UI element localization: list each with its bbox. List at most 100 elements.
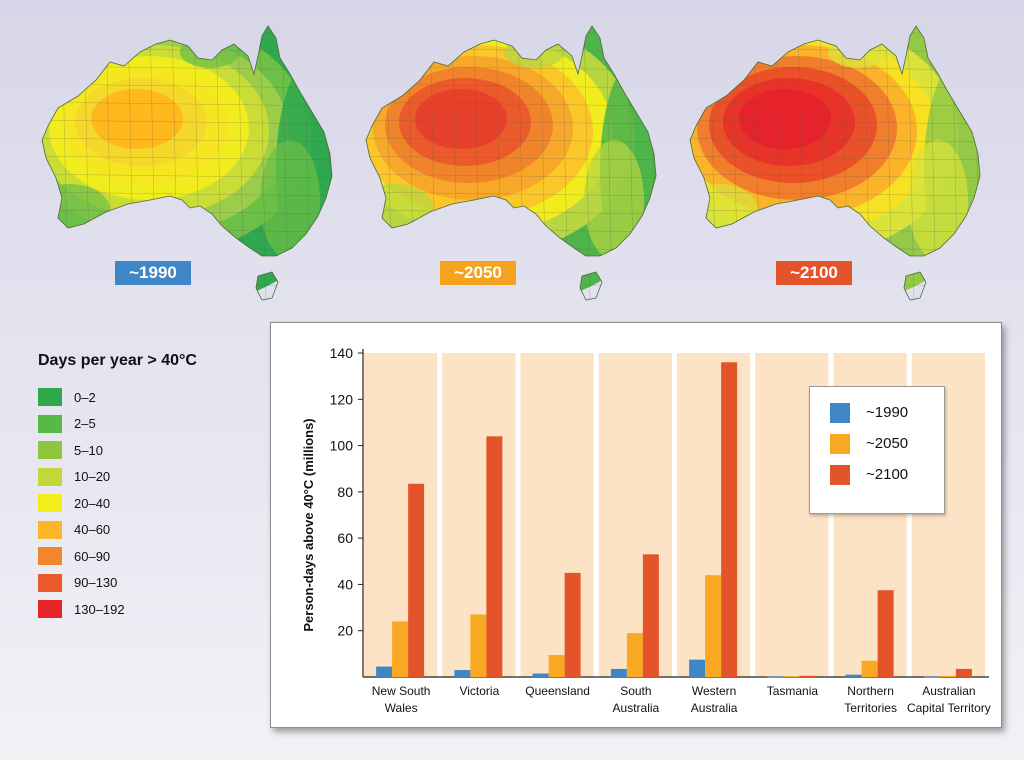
chart-legend-label: ~2050 (866, 435, 909, 452)
x-tick-label: South (620, 684, 651, 698)
x-tick-label: Territories (844, 701, 897, 715)
era-badge-2050: ~2050 (440, 261, 516, 285)
chart-legend-item: ~2050 (830, 433, 944, 454)
coastal-zone (42, 184, 110, 236)
mainland-outline (365, 25, 657, 257)
y-tick-label: 120 (330, 391, 354, 407)
bar-y1990-6 (845, 674, 862, 677)
legend-swatch (38, 467, 62, 486)
y-tick-label: 140 (330, 345, 354, 361)
mainland-outline (41, 25, 333, 257)
bar-y1990-0 (376, 666, 393, 677)
category-panel (598, 353, 672, 677)
bar-y2100-1 (486, 436, 503, 677)
era-badge-2100: ~2100 (776, 261, 852, 285)
tasmania-outline (255, 271, 279, 301)
legend-item: 20–40 (38, 490, 238, 517)
bar-y2050-4 (705, 575, 722, 677)
x-tick-label: Australia (691, 701, 738, 715)
era-badge-1990: ~1990 (115, 261, 191, 285)
legend-swatch (38, 573, 62, 592)
bar-y2050-1 (470, 614, 487, 677)
tasmania-outline (903, 271, 927, 301)
bar-y2100-4 (721, 362, 738, 677)
legend-swatch (38, 547, 62, 566)
bar-y2100-7 (955, 668, 972, 677)
x-tick-label: Queensland (525, 684, 590, 698)
bar-y2050-7 (939, 675, 956, 677)
bar-y2100-5 (799, 675, 816, 677)
bar-y2050-3 (626, 633, 643, 677)
y-tick-label: 100 (330, 438, 354, 454)
bar-y2050-6 (861, 660, 878, 677)
legend-label: 0–2 (74, 389, 96, 405)
bar-y1990-7 (923, 676, 940, 678)
tasmania-outline (579, 271, 603, 301)
coastal-zone (908, 140, 968, 260)
legend-item: 60–90 (38, 543, 238, 570)
legend-item: 130–192 (38, 596, 238, 623)
bar-y2050-2 (548, 655, 565, 677)
legend-label: 60–90 (74, 548, 111, 564)
coastal-zone (180, 36, 240, 68)
bar-y1990-4 (689, 659, 706, 677)
legend-label: 10–20 (74, 469, 111, 485)
bar-y2100-3 (642, 554, 659, 677)
coastal-zone (504, 36, 564, 68)
heat-zone (91, 89, 183, 149)
legend-swatch (38, 520, 62, 539)
heat-zone (739, 89, 831, 149)
y-tick-label: 60 (337, 530, 353, 546)
bar-y1990-3 (610, 668, 627, 677)
y-tick-label: 20 (337, 623, 353, 639)
chart-legend-swatch (830, 402, 850, 423)
coastal-zone (690, 184, 758, 236)
bar-chart: 20 40 60 80 100 120 140 Person-days above 40°C … (301, 345, 991, 715)
legend-title: Days per year > 40°C (38, 352, 197, 369)
y-tick-label: 40 (337, 576, 353, 592)
x-tick-label: Western (692, 684, 736, 698)
australia-map-1990 (41, 25, 333, 301)
chart-legend-label: ~1990 (866, 404, 909, 421)
x-tick-label: Victoria (459, 684, 499, 698)
legend-item: 10–20 (38, 464, 238, 491)
legend-item: 0–2 (38, 384, 238, 411)
chart-legend-swatch (830, 433, 850, 454)
bar-y1990-1 (454, 670, 471, 677)
legend-label: 40–60 (74, 522, 111, 538)
x-tick-label: Northern (847, 684, 894, 698)
chart-legend-label: ~2100 (866, 466, 909, 483)
mainland-outline (689, 25, 981, 257)
x-tick-label: New South (372, 684, 431, 698)
x-tick-label: Capital Territory (907, 701, 991, 715)
australia-map-2050 (365, 25, 657, 301)
legend-item: 90–130 (38, 570, 238, 597)
bar-chart-panel: 20 40 60 80 100 120 140 Person-days above 40°C … (270, 322, 1002, 728)
map-1990-panel: ~1990 (0, 0, 340, 310)
map-2050-panel: ~2050 (324, 0, 664, 310)
bar-y1990-2 (532, 673, 549, 677)
bar-y2100-2 (564, 572, 581, 677)
chart-legend-swatch (830, 464, 850, 485)
coastal-zone (366, 184, 434, 236)
category-panel (520, 353, 594, 677)
bar-y1990-5 (767, 676, 784, 678)
y-tick-label: 80 (337, 484, 353, 500)
legend-item: 2–5 (38, 411, 238, 438)
legend-items: 0–2 2–5 5–10 10–20 20–40 40–60 60–90 90–130 130–… (38, 384, 238, 623)
bar-y2050-0 (392, 621, 409, 677)
bar-y2050-5 (783, 676, 800, 678)
legend-label: 2–5 (74, 416, 96, 432)
x-tick-label: Australian (922, 684, 975, 698)
x-tick-label: Tasmania (767, 684, 819, 698)
chart-legend-item: ~2100 (830, 464, 944, 485)
legend-swatch (38, 414, 62, 433)
heat-zone (415, 89, 507, 149)
chart-legend-item: ~1990 (830, 402, 944, 423)
legend-swatch (38, 441, 62, 460)
x-tick-label: Australia (613, 701, 660, 715)
coastal-zone (828, 36, 888, 68)
legend-item: 5–10 (38, 437, 238, 464)
bar-y2100-6 (877, 590, 894, 677)
legend-swatch (38, 388, 62, 407)
